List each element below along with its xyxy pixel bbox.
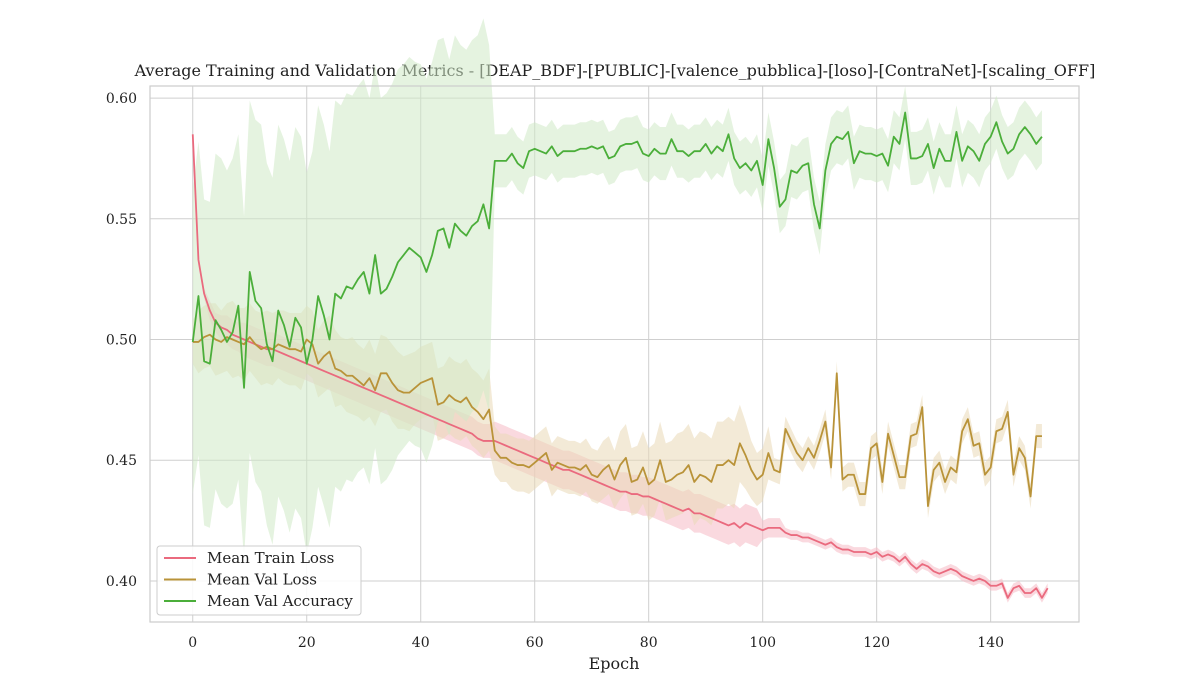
x-tick-label: 40: [412, 635, 430, 651]
x-tick-label: 20: [298, 635, 316, 651]
y-tick-label: 0.40: [106, 574, 137, 590]
mean-train-loss-line: [191, 134, 1049, 599]
legend-label: Mean Train Loss: [207, 549, 334, 567]
series-lines: [191, 111, 1049, 599]
mean-val-loss-line: [192, 333, 1042, 508]
y-tick-label: 0.45: [106, 453, 137, 469]
chart-title: Average Training and Validation Metrics …: [134, 61, 1096, 80]
x-tick-label: 80: [640, 635, 658, 651]
x-tick-label: 100: [749, 635, 776, 651]
x-tick-label: 140: [977, 635, 1004, 651]
y-tick-label: 0.50: [106, 333, 137, 349]
mean-val-accuracy-line: [191, 111, 1043, 389]
plot-frame: [149, 85, 1080, 623]
x-tick-label: 60: [526, 635, 544, 651]
y-axis-ticks: 0.40 0.45 0.50 0.55 0.60: [106, 91, 137, 590]
y-tick-label: 0.55: [106, 212, 137, 228]
x-tick-label: 0: [188, 635, 197, 651]
legend-label: Mean Val Accuracy: [207, 592, 353, 610]
mean-train-loss-band: [192, 134, 1048, 603]
legend-label: Mean Val Loss: [207, 571, 317, 589]
x-axis-ticks: 0 20 40 60 80 100 120 140: [188, 635, 1004, 651]
x-axis-label: Epoch: [589, 654, 640, 673]
legend: Mean Train Loss Mean Val Loss Mean Val Acc…: [156, 545, 362, 616]
legend-box: [156, 545, 362, 616]
x-tick-label: 120: [863, 635, 890, 651]
y-tick-label: 0.60: [106, 91, 137, 107]
confidence-bands: [192, 18, 1048, 603]
